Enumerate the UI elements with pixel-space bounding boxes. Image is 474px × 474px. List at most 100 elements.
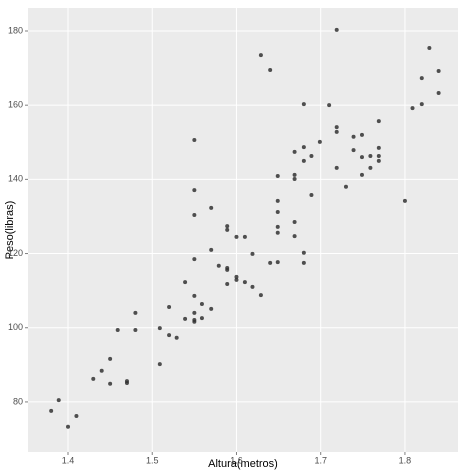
point (309, 154, 314, 158)
point (157, 362, 162, 367)
point (419, 102, 424, 107)
y-tick-label: 120 (8, 248, 23, 258)
point (192, 188, 197, 193)
point (115, 327, 120, 332)
point (250, 251, 255, 256)
point (334, 27, 339, 32)
point (66, 424, 71, 429)
point (334, 165, 339, 170)
point (108, 381, 113, 386)
point (167, 333, 172, 338)
x-tick-label: 1.8 (399, 455, 412, 465)
point (351, 134, 356, 139)
point (167, 304, 172, 309)
point (234, 274, 239, 279)
point (292, 234, 297, 239)
point (124, 379, 129, 384)
point (192, 138, 197, 143)
point (376, 154, 381, 158)
point (258, 53, 263, 58)
point (301, 102, 306, 107)
x-tick-label: 1.5 (146, 455, 159, 465)
y-tick-label: 180 (8, 25, 23, 35)
point (209, 205, 214, 210)
point (133, 310, 138, 315)
y-axis-title: Peso(libras) (4, 201, 16, 260)
point (309, 192, 314, 197)
point (436, 69, 441, 74)
point (192, 212, 197, 217)
point (74, 414, 79, 419)
point (292, 149, 297, 154)
point (275, 174, 280, 179)
point (351, 148, 356, 153)
point (91, 376, 96, 381)
point (192, 319, 197, 324)
point (268, 260, 273, 265)
plot-panel (28, 8, 458, 452)
point (56, 398, 61, 403)
point (301, 158, 306, 163)
point (427, 46, 432, 51)
point (242, 280, 247, 285)
point (275, 210, 280, 215)
point (209, 306, 214, 311)
point (317, 139, 322, 144)
point (225, 224, 230, 229)
point (216, 263, 221, 268)
point (49, 408, 54, 413)
point (301, 260, 306, 265)
point (301, 145, 306, 150)
point (292, 176, 297, 181)
point (258, 293, 263, 298)
point (359, 155, 364, 160)
point (234, 277, 239, 282)
point (359, 132, 364, 137)
point (225, 227, 230, 232)
point (99, 368, 104, 373)
point (209, 247, 214, 252)
point (436, 90, 441, 95)
x-tick-label: 1.6 (230, 455, 243, 465)
point (242, 234, 247, 239)
point (108, 356, 113, 361)
point (275, 260, 280, 265)
point (183, 316, 188, 321)
point (376, 145, 381, 150)
point (376, 119, 381, 124)
point (250, 284, 255, 289)
point (275, 230, 280, 235)
x-axis-title: Altura(metros) (208, 458, 278, 470)
point (359, 172, 364, 177)
point (268, 67, 273, 72)
point (368, 165, 373, 170)
point (301, 250, 306, 255)
point (199, 302, 204, 306)
point (402, 198, 407, 203)
y-tick-label: 100 (8, 322, 23, 332)
point (419, 76, 424, 81)
point (327, 103, 332, 108)
point (343, 184, 348, 189)
point (157, 326, 162, 331)
point (192, 310, 197, 315)
point (192, 257, 197, 262)
point (368, 154, 373, 158)
point (292, 172, 297, 177)
point (410, 106, 415, 111)
y-tick-label: 160 (8, 100, 23, 110)
point (133, 327, 138, 332)
point (174, 335, 179, 340)
point (234, 234, 239, 239)
y-tick-label: 140 (8, 174, 23, 184)
point (225, 281, 230, 286)
point (334, 125, 339, 130)
point (292, 220, 297, 225)
y-tick-label: 80 (13, 396, 23, 406)
point (376, 158, 381, 163)
point (275, 224, 280, 229)
point (199, 316, 204, 321)
x-tick-label: 1.7 (314, 455, 327, 465)
point (275, 198, 280, 203)
